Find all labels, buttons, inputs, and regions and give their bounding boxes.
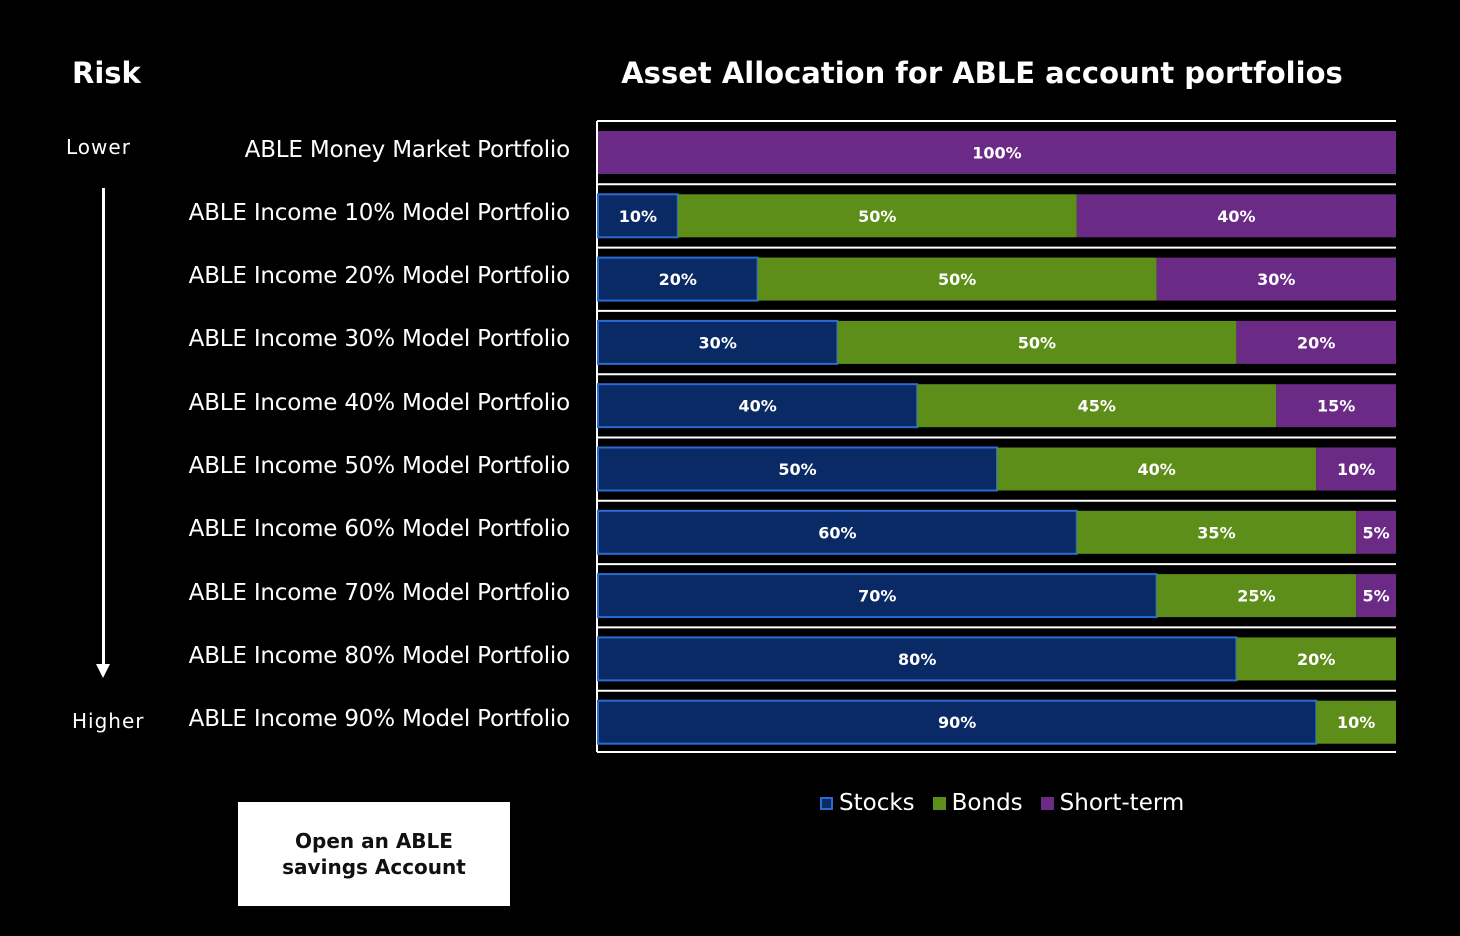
data-label-short-term: 5%	[1362, 587, 1389, 606]
data-label-bonds: 50%	[1018, 333, 1056, 352]
bar-segment-short-term	[1076, 194, 1396, 238]
legend-item-stocks: Stocks	[820, 790, 915, 816]
open-able-account-button[interactable]: Open an ABLE savings Account	[238, 802, 510, 906]
data-label-bonds: 50%	[938, 270, 976, 289]
data-label-short-term: 20%	[1297, 333, 1335, 352]
bar-segment-bonds	[1156, 574, 1357, 618]
data-label-bonds: 25%	[1237, 587, 1275, 606]
bar-segment-stocks	[597, 319, 839, 365]
bar-segment-bonds	[837, 320, 1237, 364]
data-label-bonds: 10%	[1337, 713, 1375, 732]
bar-segment-stocks	[597, 383, 919, 429]
category-label: ABLE Income 20% Model Portfolio	[188, 263, 571, 290]
data-label-short-term: 10%	[1337, 460, 1375, 479]
legend-label-bonds: Bonds	[951, 790, 1023, 816]
bar-segment-bonds	[917, 384, 1277, 428]
data-label-short-term: 100%	[972, 144, 1021, 163]
bar-segment-bonds	[757, 257, 1157, 301]
category-label: ABLE Income 40% Model Portfolio	[188, 389, 571, 416]
data-label-bonds: 45%	[1078, 397, 1116, 416]
data-label-stocks: 70%	[858, 587, 896, 606]
category-label: ABLE Money Market Portfolio	[244, 136, 571, 163]
data-label-bonds: 50%	[858, 207, 896, 226]
data-label-stocks: 10%	[619, 207, 657, 226]
legend: Stocks Bonds Short-term	[820, 790, 1202, 816]
data-label-stocks: 40%	[738, 397, 776, 416]
category-label: ABLE Income 90% Model Portfolio	[188, 706, 571, 733]
category-label: ABLE Income 70% Model Portfolio	[188, 579, 571, 606]
risk-lower-label: Lower	[66, 135, 131, 159]
legend-label-short-term: Short-term	[1059, 790, 1185, 816]
bar-segment-short-term	[1316, 447, 1396, 491]
legend-swatch-short-term	[1040, 796, 1054, 810]
bar-segment-stocks	[597, 446, 998, 492]
risk-arrow-line	[102, 188, 105, 666]
bar-segment-bonds	[1236, 637, 1396, 681]
category-label: ABLE Income 60% Model Portfolio	[188, 516, 571, 543]
legend-label-stocks: Stocks	[839, 790, 915, 816]
bar-segment-bonds	[677, 194, 1077, 238]
data-label-stocks: 30%	[699, 333, 737, 352]
bar-segment-short-term	[1156, 257, 1396, 301]
open-able-account-button-label: Open an ABLE savings Account	[282, 829, 466, 879]
legend-swatch-stocks	[820, 796, 833, 810]
bar-segment-bonds	[1316, 700, 1396, 744]
data-label-stocks: 90%	[938, 713, 976, 732]
bar-segment-stocks	[597, 256, 759, 302]
chart-title: Asset Allocation for ABLE account portfo…	[621, 56, 1343, 90]
legend-swatch-bonds	[932, 796, 946, 810]
arrow-down-icon	[96, 664, 110, 678]
data-label-short-term: 5%	[1362, 523, 1389, 542]
bar-segment-stocks	[597, 193, 679, 239]
bar-segment-short-term	[598, 131, 1396, 174]
data-label-bonds: 35%	[1197, 523, 1235, 542]
data-label-stocks: 60%	[818, 523, 856, 542]
category-label: ABLE Income 50% Model Portfolio	[188, 453, 571, 479]
bar-segment-bonds	[1076, 510, 1357, 554]
bar-segment-bonds	[997, 447, 1317, 491]
data-label-stocks: 20%	[659, 270, 697, 289]
bar-segment-short-term	[1236, 320, 1396, 364]
category-label: ABLE Income 30% Model Portfolio	[188, 326, 571, 353]
bar-segment-stocks	[597, 509, 1078, 555]
data-label-bonds: 20%	[1297, 650, 1335, 669]
bar-segment-short-term	[1356, 574, 1396, 618]
risk-higher-label: Higher	[72, 709, 145, 733]
data-label-short-term: 30%	[1257, 270, 1295, 289]
bar-segment-short-term	[1356, 510, 1396, 554]
legend-item-bonds: Bonds	[932, 790, 1023, 816]
data-label-bonds: 40%	[1137, 460, 1175, 479]
category-label: ABLE Income 80% Model Portfolio	[188, 642, 571, 669]
data-label-short-term: 15%	[1317, 397, 1355, 416]
risk-title: Risk	[72, 56, 141, 90]
bar-segment-short-term	[1276, 384, 1396, 428]
data-label-short-term: 40%	[1217, 207, 1255, 226]
data-label-stocks: 50%	[778, 460, 816, 479]
data-label-stocks: 80%	[898, 650, 936, 669]
category-label: ABLE Income 10% Model Portfolio	[188, 199, 571, 226]
legend-item-short-term: Short-term	[1040, 790, 1185, 816]
